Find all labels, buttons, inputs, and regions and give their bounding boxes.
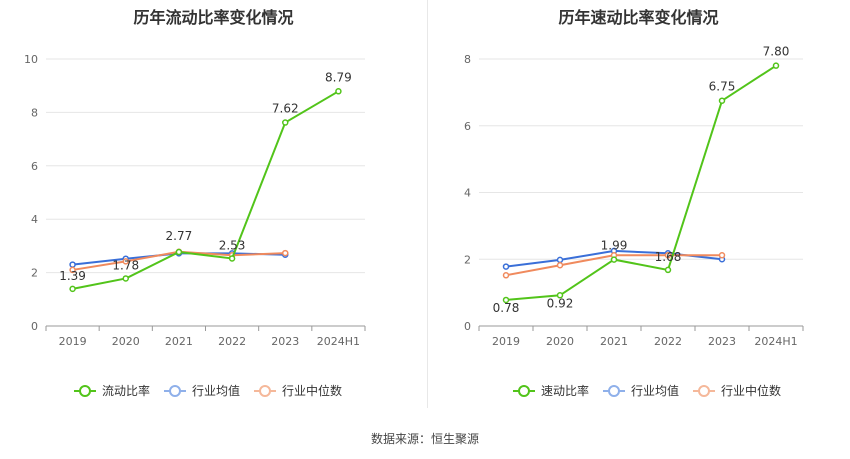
data-point-0 [718,97,726,104]
data-point-2 [664,251,672,259]
legend-label: 速动比率 [541,383,589,398]
data-label: 7.62 [272,102,299,116]
legend-swatch-marker [518,385,530,397]
data-point-0 [69,285,76,293]
data-point-2 [556,262,564,269]
data-label: 1.99 [601,239,628,253]
data-point-2 [502,272,510,279]
x-tick-label: 2023 [271,335,299,348]
data-label: 6.75 [709,80,736,94]
legend-label: 行业均值 [631,383,679,398]
legend-swatch-marker [608,385,620,397]
y-tick-label: 6 [31,160,38,173]
legend-label: 行业中位数 [721,383,781,398]
x-tick-label: 2020 [546,335,574,348]
x-tick-label: 2019 [492,335,520,348]
chart-divider [427,0,428,408]
data-point-2 [718,251,726,259]
x-tick-label: 2021 [600,335,628,348]
data-point-0 [228,255,236,262]
data-point-0 [772,62,780,69]
data-label: 2.53 [219,238,246,252]
y-tick-label: 0 [464,320,471,333]
data-point-1 [69,261,76,268]
series-line-0 [72,90,339,290]
data-label: 1.39 [59,269,86,283]
y-tick-label: 6 [464,120,471,133]
series-line-0 [505,64,777,301]
data-label: 1.78 [112,258,139,272]
x-tick-label: 2023 [708,335,736,348]
y-tick-label: 2 [31,267,38,280]
y-tick-label: 10 [24,53,38,66]
x-tick-label: 2022 [654,335,682,348]
x-tick-label: 2022 [218,335,246,348]
data-source: 数据来源：恒生聚源 [370,432,479,446]
legend-swatch-marker [79,385,91,397]
data-label: 7.80 [763,45,790,59]
data-point-1 [556,256,564,264]
x-tick-label: 2024H1 [754,335,797,348]
data-label: 0.92 [547,296,574,310]
data-label: 0.78 [493,301,520,315]
data-point-2 [122,258,129,265]
legend-label: 行业均值 [192,383,240,398]
y-tick-label: 4 [31,213,38,226]
data-point-0 [502,296,510,304]
data-point-0 [175,248,183,256]
legend-swatch-marker [259,385,271,397]
data-point-0 [335,88,342,95]
x-tick-label: 2020 [112,335,140,348]
x-tick-label: 2024H1 [317,335,360,348]
data-label: 1.68 [655,250,682,264]
data-label: 2.77 [166,229,193,243]
legend-swatch-marker [169,385,181,397]
data-point-0 [556,292,564,299]
y-tick-label: 8 [464,53,471,66]
data-label: 8.79 [325,70,352,84]
data-point-2 [282,249,289,257]
legend-swatch-marker [698,385,710,397]
chart-left: 0 2 4 6 8 10 2019 2020 2021 2022 2023 2024H1 1.39 1.7… [24,53,366,398]
chart-title-left: 历年流动比率变化情况 [133,8,294,27]
y-tick-label: 8 [31,106,38,119]
data-point-0 [122,275,129,282]
chart-right: 0 2 4 6 8 2019 2020 2021 2022 2023 2024H1 0.78 0.92 1… [464,45,804,398]
legend-label: 行业中位数 [282,383,342,398]
data-point-2 [69,266,76,274]
y-tick-label: 4 [464,187,471,200]
data-point-0 [664,266,672,274]
data-point-0 [610,256,618,263]
legend-label: 流动比率 [102,383,150,398]
x-tick-label: 2019 [59,335,87,348]
y-tick-label: 2 [464,253,471,266]
data-point-0 [282,119,289,126]
chart-title-right: 历年速动比率变化情况 [558,8,719,27]
data-point-1 [502,263,510,270]
x-tick-label: 2021 [165,335,193,348]
y-tick-label: 0 [31,320,38,333]
